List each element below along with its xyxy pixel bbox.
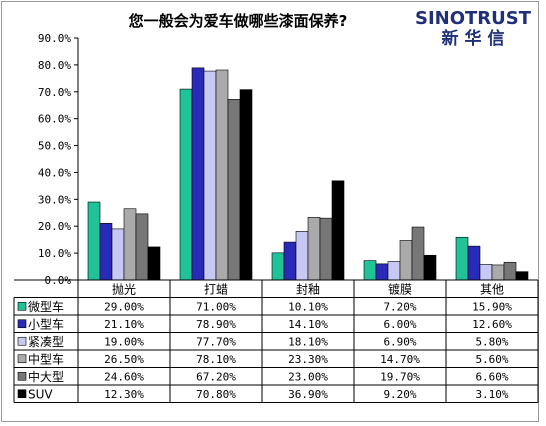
legend-label: 小型车 bbox=[28, 316, 64, 331]
data-label: 21.10% bbox=[104, 318, 144, 331]
y-tick-label: 90.0% bbox=[38, 32, 71, 45]
data-label: 67.20% bbox=[196, 370, 236, 383]
legend-swatch bbox=[17, 354, 27, 364]
bar-1-2 bbox=[179, 88, 193, 281]
bar-4-3 bbox=[307, 217, 321, 281]
category-label: 抛光 bbox=[112, 281, 136, 296]
y-tick-label: 50.0% bbox=[38, 140, 71, 153]
data-label: 7.20% bbox=[383, 300, 416, 313]
category-label: 镀膜 bbox=[388, 282, 412, 296]
bar-5-1 bbox=[135, 213, 149, 281]
data-label: 26.50% bbox=[104, 353, 144, 366]
bar-2-3 bbox=[283, 241, 297, 281]
data-label: 36.90% bbox=[288, 388, 328, 401]
bar-5-5 bbox=[503, 261, 517, 281]
bar-6-1 bbox=[147, 246, 161, 281]
y-tick-label: 30.0% bbox=[38, 193, 71, 206]
chart-title: 您一般会为爱车做哪些漆面保养? bbox=[128, 12, 348, 30]
bars-layer bbox=[87, 67, 529, 281]
bar-2-4 bbox=[375, 263, 389, 281]
brand-logo-cn: 新华信 bbox=[442, 28, 511, 49]
category-label: 打蜡 bbox=[204, 282, 228, 296]
bar-6-3 bbox=[331, 180, 345, 281]
data-label: 12.60% bbox=[472, 318, 512, 331]
legend-label: 紧凑型 bbox=[28, 335, 64, 349]
data-label: 14.10% bbox=[288, 318, 328, 331]
data-label: 70.80% bbox=[196, 388, 236, 401]
legend-label: SUV bbox=[28, 387, 53, 401]
bar-1-5 bbox=[455, 236, 469, 281]
data-label: 6.90% bbox=[383, 335, 416, 348]
bar-3-4 bbox=[387, 261, 401, 281]
data-label: 29.00% bbox=[104, 300, 144, 313]
bar-5-3 bbox=[319, 217, 333, 281]
data-label: 78.90% bbox=[196, 318, 236, 331]
y-tick-label: 10.0% bbox=[38, 247, 71, 260]
bar-1-4 bbox=[363, 260, 377, 281]
data-label: 5.80% bbox=[475, 335, 508, 348]
legend-swatch bbox=[17, 336, 27, 346]
bar-3-1 bbox=[111, 228, 125, 281]
data-label: 14.70% bbox=[380, 353, 420, 366]
y-tick-label: 80.0% bbox=[38, 59, 71, 72]
brand-logo-text: SINOTRUST bbox=[415, 8, 532, 29]
bar-2-2 bbox=[191, 67, 205, 281]
data-label: 5.60% bbox=[475, 353, 508, 366]
data-label: 6.60% bbox=[475, 370, 508, 383]
data-label: 24.60% bbox=[104, 370, 144, 383]
bar-6-2 bbox=[239, 89, 253, 281]
legend-swatch bbox=[17, 389, 27, 399]
bar-6-5 bbox=[515, 271, 529, 281]
data-label: 77.70% bbox=[196, 335, 236, 348]
bar-5-2 bbox=[227, 99, 241, 281]
legend-swatch bbox=[17, 319, 27, 329]
data-label: 19.00% bbox=[104, 335, 144, 348]
data-label: 10.10% bbox=[288, 300, 328, 313]
data-label: 78.10% bbox=[196, 353, 236, 366]
data-label: 3.10% bbox=[475, 388, 508, 401]
y-tick-label: 40.0% bbox=[38, 166, 71, 179]
bar-3-3 bbox=[295, 231, 309, 281]
bar-2-5 bbox=[467, 245, 481, 281]
category-label: 封釉 bbox=[296, 281, 320, 296]
bar-1-3 bbox=[271, 252, 285, 281]
bar-4-2 bbox=[215, 69, 229, 281]
bar-4-4 bbox=[399, 240, 413, 281]
data-label: 15.90% bbox=[472, 300, 512, 313]
legend-swatch bbox=[17, 301, 27, 311]
bar-5-4 bbox=[411, 226, 425, 281]
legend-swatch bbox=[17, 371, 27, 381]
data-label: 19.70% bbox=[380, 370, 420, 383]
y-tick-label: 70.0% bbox=[38, 86, 71, 99]
legend-label: 微型车 bbox=[28, 299, 64, 314]
data-label: 6.00% bbox=[383, 318, 416, 331]
data-label: 12.30% bbox=[104, 388, 144, 401]
legend-label: 中大型 bbox=[28, 369, 64, 384]
bar-4-5 bbox=[491, 264, 505, 281]
legend-label: 中型车 bbox=[28, 351, 64, 366]
y-tick-label: 20.0% bbox=[38, 220, 71, 233]
bar-2-1 bbox=[99, 222, 113, 281]
bar-6-4 bbox=[423, 254, 437, 281]
y-tick-label: 60.0% bbox=[38, 113, 71, 126]
data-label: 71.00% bbox=[196, 300, 236, 313]
category-label: 其他 bbox=[480, 282, 504, 296]
bar-3-5 bbox=[479, 264, 493, 281]
bar-3-2 bbox=[203, 70, 217, 281]
axis-layer: 0.0%10.0%20.0%30.0%40.0%50.0%60.0%70.0%8… bbox=[38, 32, 79, 287]
data-label: 23.30% bbox=[288, 353, 328, 366]
data-label: 9.20% bbox=[383, 388, 416, 401]
bar-4-1 bbox=[123, 208, 137, 281]
bar-1-1 bbox=[87, 201, 101, 281]
data-label: 23.00% bbox=[288, 370, 328, 383]
data-label: 18.10% bbox=[288, 335, 328, 348]
